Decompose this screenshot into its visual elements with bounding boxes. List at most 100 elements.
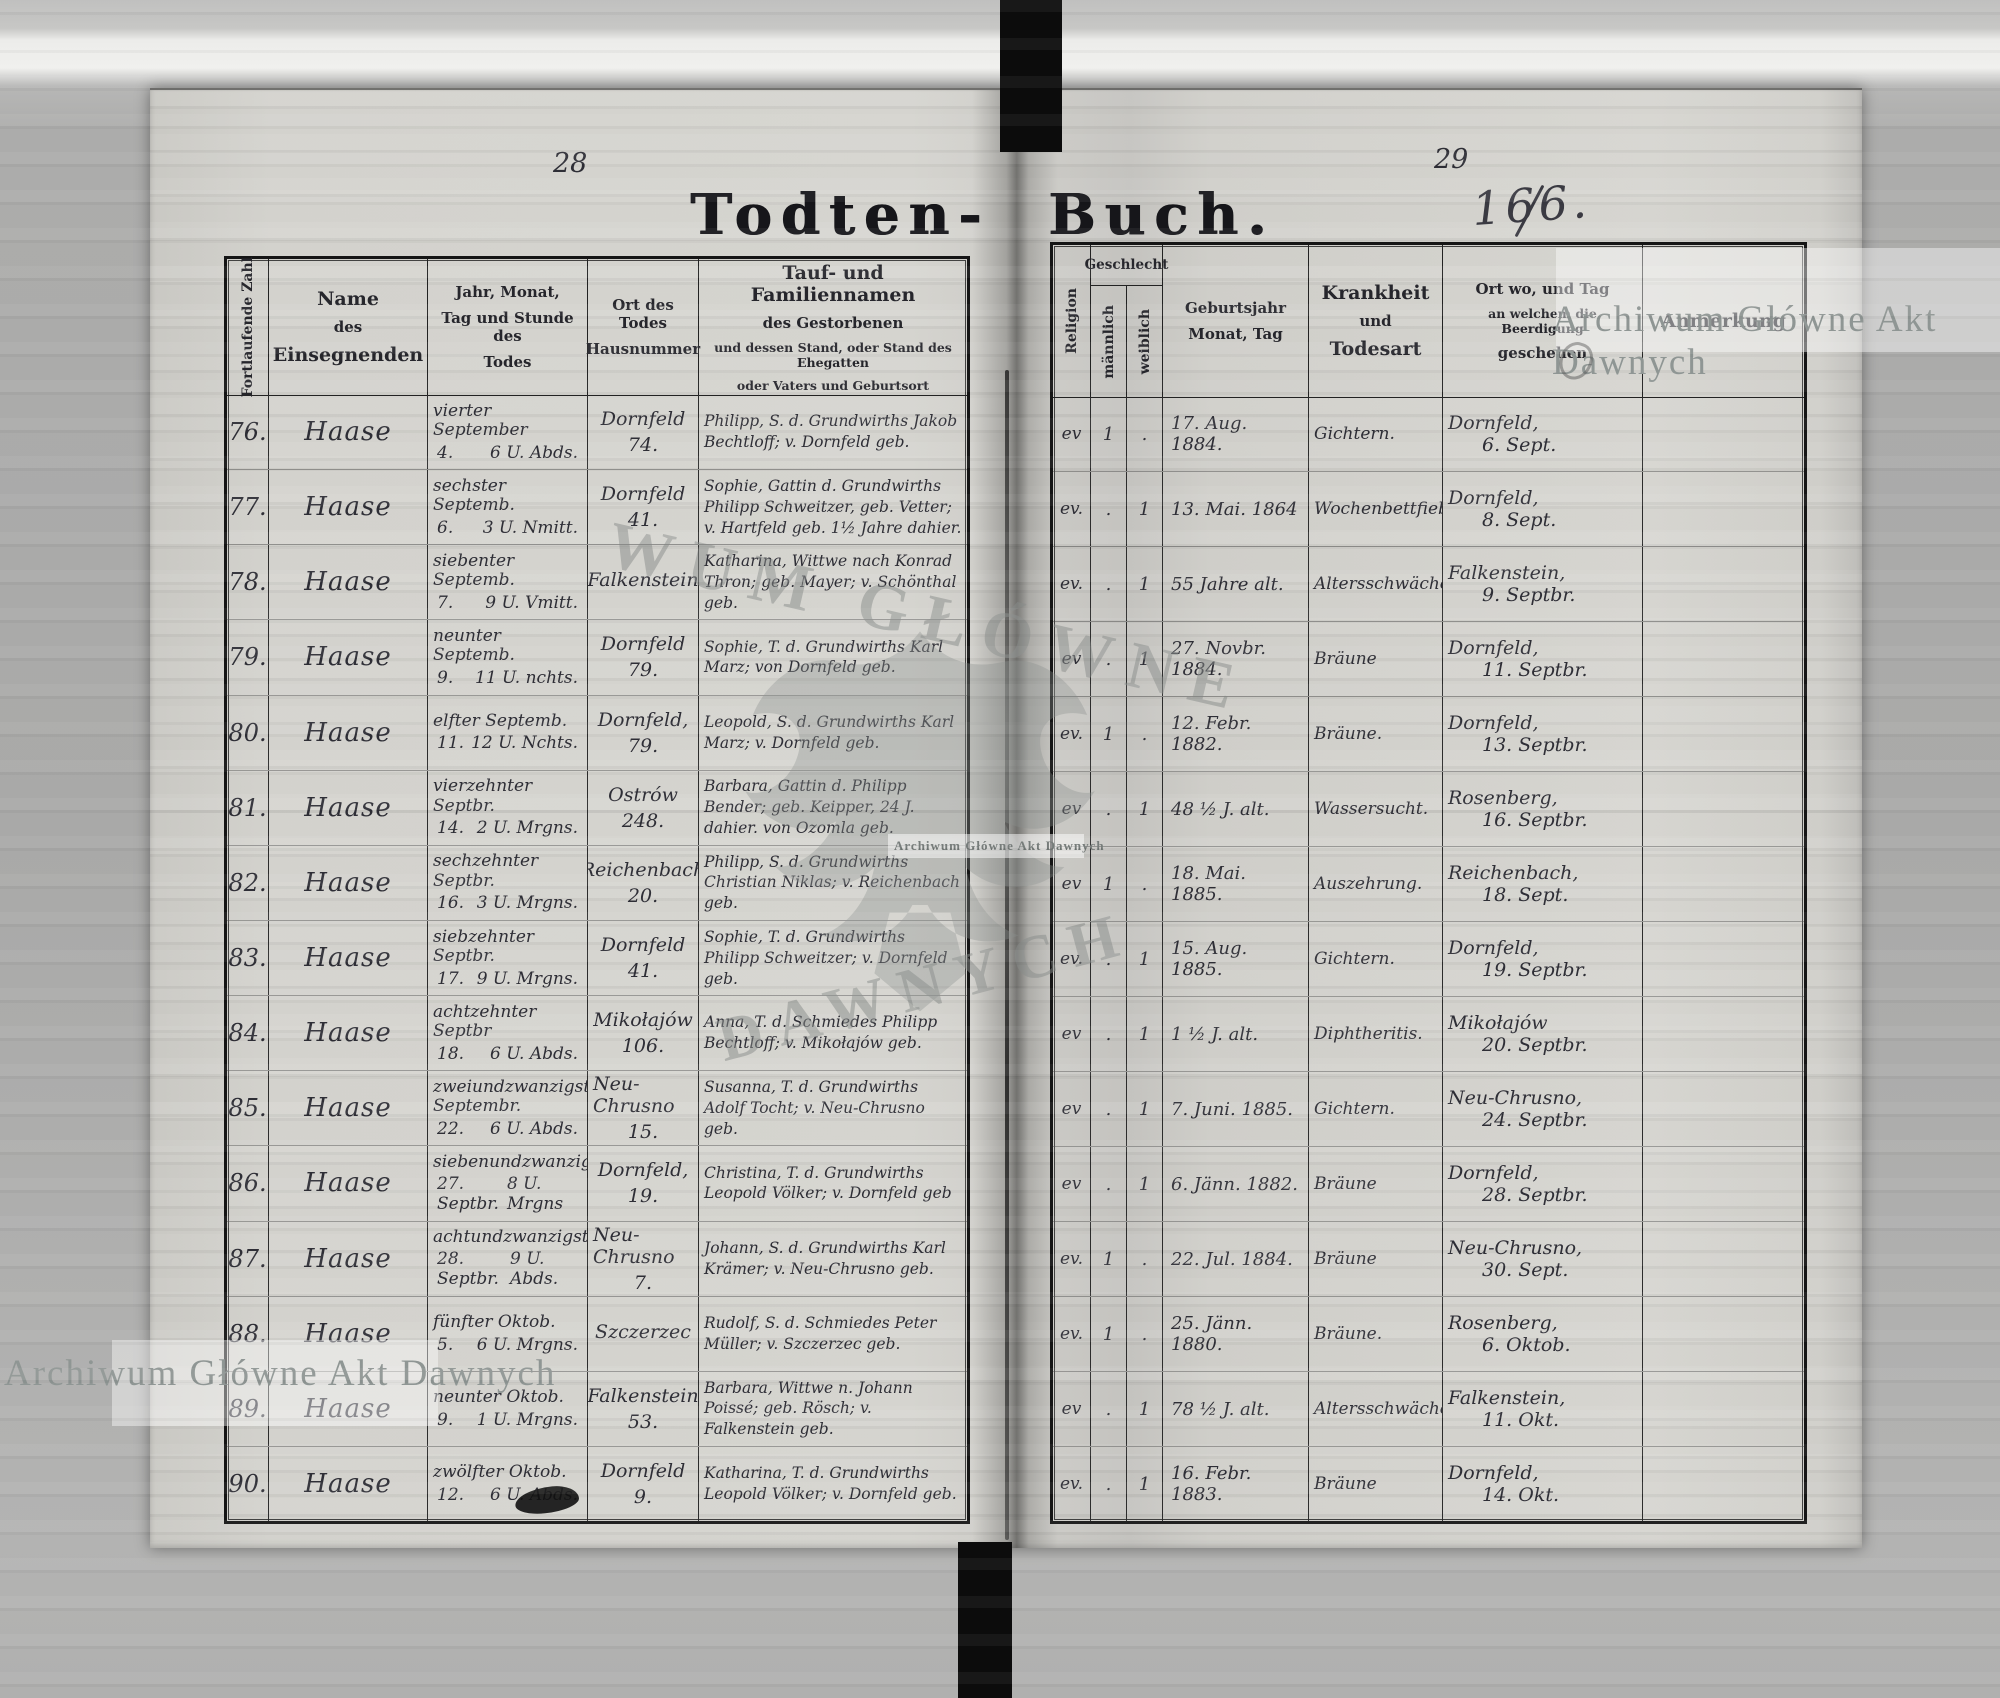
house-number: 248. — [621, 809, 665, 832]
burial-cell: Mikołajów 20. Septbr. — [1443, 997, 1643, 1071]
monat-tag-label: Monat, Tag — [1188, 325, 1283, 343]
death-date-cell: siebzehnter Septbr. 17. 9 U. Mrgns. — [428, 920, 588, 996]
death-day: 5. — [437, 1334, 454, 1355]
death-place: Dornfeld — [600, 408, 686, 431]
religion-value: ev. — [1053, 1447, 1091, 1521]
male-mark: 1 — [1091, 1297, 1127, 1371]
death-time: 12 U. Nchts. — [471, 733, 578, 754]
burial-date: 13. Septbr. — [1482, 734, 1588, 756]
table-row-right: ev. . 1 55 Jahre alt. Altersschwäche. Fa… — [1053, 547, 1804, 622]
death-date-cell: sechzehnter Septbr. 16. 3 U. Mrgns. — [428, 845, 588, 920]
archive-watermark-center: Archiwum Główne Akt Dawnych — [894, 838, 1105, 853]
religion-value: ev — [1053, 397, 1091, 471]
scanner-black-strip-top — [1000, 0, 1062, 152]
death-place-cell: Falkenstein — [588, 545, 699, 620]
table-row-right: ev . 1 78 ½ J. alt. Altersschwäche Falke… — [1053, 1372, 1804, 1447]
einsegnender-name: Haase — [269, 845, 428, 920]
burial-cell: Dornfeld, 19. Septbr. — [1443, 922, 1643, 996]
einsegnender-name: Haase — [269, 470, 428, 545]
religion-value: ev — [1053, 1147, 1091, 1221]
deceased-description: Katharina, Wittwe nach Konrad Thron; geb… — [704, 551, 957, 612]
todesart-label: Todesart — [1329, 338, 1422, 360]
anmerkung-cell — [1643, 847, 1804, 921]
death-date-text: siebenter Septemb. — [433, 550, 515, 591]
burial-place: Mikołajów — [1448, 1012, 1548, 1034]
birth-date: 22. Jul. 1884. — [1163, 1222, 1309, 1296]
death-date-cell: siebenundzwanzigster 27. Septbr. 8 U. Mr… — [428, 1146, 588, 1221]
anmerkung-cell — [1643, 472, 1804, 546]
burial-cell: Neu-Chrusno, 30. Sept. — [1443, 1222, 1643, 1296]
birth-date: 78 ½ J. alt. — [1163, 1372, 1309, 1446]
burial-cell: Neu-Chrusno, 24. Septbr. — [1443, 1072, 1643, 1146]
right-table-header: Religion Geschlecht männlich weiblich Ge… — [1053, 245, 1804, 398]
death-place-cell: Neu-Chrusno 15. — [588, 1071, 699, 1146]
death-date-cell: zwölfter Oktob. 12. 6 U. Abds. — [428, 1446, 588, 1522]
death-date-text: neunter Oktob. — [433, 1387, 564, 1408]
cause-of-death: Altersschwäche. — [1309, 547, 1443, 621]
cause-of-death: Bräune. — [1309, 1297, 1443, 1371]
death-day: 11. — [437, 733, 465, 754]
female-mark: 1 — [1127, 922, 1163, 996]
page-number-left: 28 — [553, 148, 588, 179]
burial-place: Falkenstein, — [1448, 1387, 1566, 1409]
birth-date: 15. Aug. 1885. — [1163, 922, 1309, 996]
watermark-band-top-right — [1556, 248, 2000, 352]
death-place: Dornfeld — [600, 633, 686, 656]
death-day: 16. — [437, 893, 465, 914]
einsegnender-name: Haase — [269, 1371, 428, 1446]
row-number: 89. — [227, 1371, 269, 1446]
female-mark: . — [1127, 1297, 1163, 1371]
death-day: 4. — [437, 442, 454, 463]
death-time: 8 U. Mrgns — [506, 1174, 564, 1215]
death-date-text: elfter Septemb. — [433, 710, 568, 731]
table-row-left: 84. Haase achtzehnter Septbr 18. 6 U. Ab… — [227, 996, 967, 1072]
burial-cell: Dornfeld, 11. Septbr. — [1443, 622, 1643, 696]
burial-date: 19. Septbr. — [1482, 959, 1588, 981]
birth-date: 13. Mai. 1864 — [1163, 472, 1309, 546]
header-name-einsegnenden: Name des Einsegnenden — [269, 259, 428, 395]
table-row-right: ev. 1 . 25. Jänn. 1880. Bräune. Rosenber… — [1053, 1297, 1804, 1372]
religion-value: ev. — [1053, 697, 1091, 771]
religion-value: ev. — [1053, 922, 1091, 996]
death-date-text: neunter Septemb. — [433, 625, 515, 666]
death-date-cell: vierzehnter Septbr. 14. 2 U. Mrgns. — [428, 770, 588, 845]
jahr-monat-label: Jahr, Monat, — [455, 283, 560, 301]
hausnummer-label: Hausnummer — [585, 340, 701, 358]
birth-date: 17. Aug. 1884. — [1163, 397, 1309, 471]
death-place-cell: Dornfeld 74. — [588, 395, 699, 470]
header-maennlich: männlich — [1091, 286, 1127, 397]
death-place-cell: Dornfeld, 79. — [588, 695, 699, 770]
table-row-right: ev . 1 48 ½ J. alt. Wassersucht. Rosenbe… — [1053, 772, 1804, 847]
female-mark: 1 — [1127, 997, 1163, 1071]
death-day: 6. — [437, 517, 454, 538]
religion-value: ev — [1053, 997, 1091, 1071]
death-date-cell: neunter Oktob. 9. 1 U. Mrgns. — [428, 1371, 588, 1446]
death-place-cell: Dornfeld, 19. — [588, 1146, 699, 1221]
cause-of-death: Bräune — [1309, 1447, 1443, 1521]
anmerkung-label: Anmerkung — [1661, 310, 1786, 332]
table-row-right: ev . 1 7. Juni. 1885. Gichtern. Neu-Chru… — [1053, 1072, 1804, 1147]
deceased-description: Sophie, T. d. Grundwirths Karl Marz; von… — [704, 637, 943, 677]
death-place-cell: Dornfeld 41. — [588, 470, 699, 545]
death-place-cell: Dornfeld 9. — [588, 1446, 699, 1522]
deceased-description: Katharina, T. d. Grundwirths Leopold Völ… — [704, 1464, 957, 1504]
burial-cell: Dornfeld, 14. Okt. — [1443, 1447, 1643, 1521]
deceased-description: Barbara, Gattin d. Philipp Bender; geb. … — [704, 777, 915, 838]
einsegnender-name: Haase — [269, 996, 428, 1071]
death-day: 22. — [437, 1118, 465, 1139]
death-place-cell: Falkenstein 53. — [588, 1371, 699, 1446]
death-date-text: sechster Septemb. — [433, 475, 515, 516]
death-place-cell: Reichenbach 20. — [588, 845, 699, 920]
male-mark: . — [1091, 547, 1127, 621]
row-number: 82. — [227, 845, 269, 920]
religion-value: ev — [1053, 847, 1091, 921]
house-number: 20. — [627, 884, 659, 907]
header-ort-des-todes: Ort des Todes Hausnummer — [585, 259, 701, 395]
row-number: 79. — [227, 620, 269, 695]
birth-date: 27. Novbr. 1884. — [1163, 622, 1309, 696]
burial-date: 8. Sept. — [1482, 509, 1557, 531]
cause-of-death: Wassersucht. — [1309, 772, 1443, 846]
male-mark: 1 — [1091, 1222, 1127, 1296]
burial-place: Falkenstein, — [1448, 562, 1566, 584]
eagle-watermark — [745, 631, 1095, 1012]
